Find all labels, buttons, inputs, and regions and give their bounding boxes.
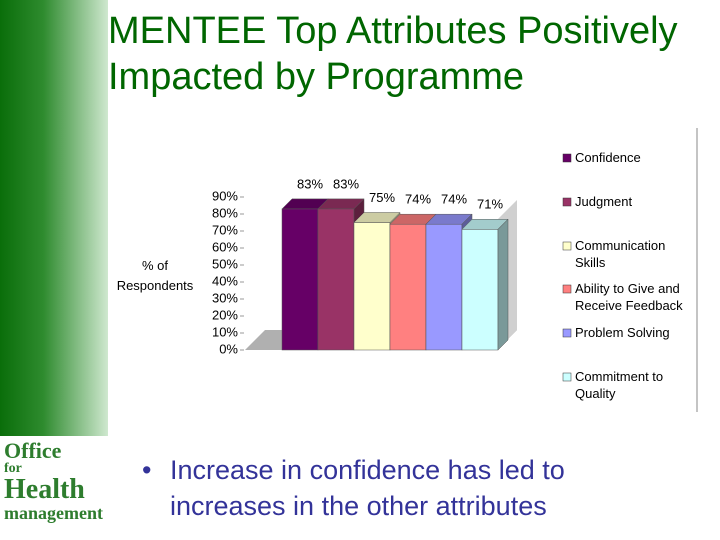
legend-label: Problem Solving — [575, 325, 670, 340]
legend-swatch — [562, 372, 572, 382]
bar — [425, 223, 463, 351]
y-tick-label: 20% — [212, 307, 238, 322]
legend-swatch — [562, 328, 572, 338]
logo-text: management — [4, 503, 103, 523]
data-label: 83% — [297, 176, 323, 191]
y-tick-label: 70% — [212, 222, 238, 237]
logo-text: Office — [4, 438, 62, 463]
logo-text: Health — [4, 474, 85, 505]
data-label: 71% — [477, 197, 503, 212]
legend-label: Confidence — [575, 150, 641, 165]
y-tick-label: 80% — [212, 205, 238, 220]
bar-side — [497, 218, 509, 351]
legend-swatch — [562, 197, 572, 207]
legend-label: Ability to Give and Receive Feedback — [575, 281, 683, 313]
bar — [389, 223, 427, 351]
bar — [353, 222, 391, 351]
legend-label: Judgment — [575, 194, 633, 209]
y-tick-label: 30% — [212, 290, 238, 305]
legend-swatch — [562, 153, 572, 163]
y-axis-label: % of Respondents — [116, 258, 194, 293]
logo: Office for Health management — [4, 438, 129, 523]
legend-label: Communication Skills — [575, 238, 666, 270]
data-label: 74% — [441, 192, 467, 207]
logo-text: for — [4, 461, 22, 476]
y-tick-label: 50% — [212, 256, 238, 271]
sidebar — [0, 0, 108, 436]
data-label: 83% — [333, 176, 359, 191]
bar — [317, 208, 355, 351]
y-tick-label: 10% — [212, 324, 238, 339]
y-tick-label: 40% — [212, 273, 238, 288]
bar — [461, 229, 499, 351]
y-tick-label: 60% — [212, 239, 238, 254]
bar — [281, 208, 319, 351]
slide-title: MENTEE Top Attributes Positively Impacte… — [108, 10, 678, 98]
data-label: 74% — [405, 192, 431, 207]
legend-swatch — [562, 241, 572, 251]
y-tick-label: 0% — [219, 341, 238, 356]
legend-label: Commitment to Quality — [575, 369, 664, 401]
legend-swatch — [562, 284, 572, 294]
data-label: 75% — [369, 190, 395, 205]
bullet-text: Increase in confidence has led to increa… — [170, 455, 565, 521]
bullet-dot: • — [142, 455, 152, 485]
y-tick-label: 90% — [212, 188, 238, 203]
